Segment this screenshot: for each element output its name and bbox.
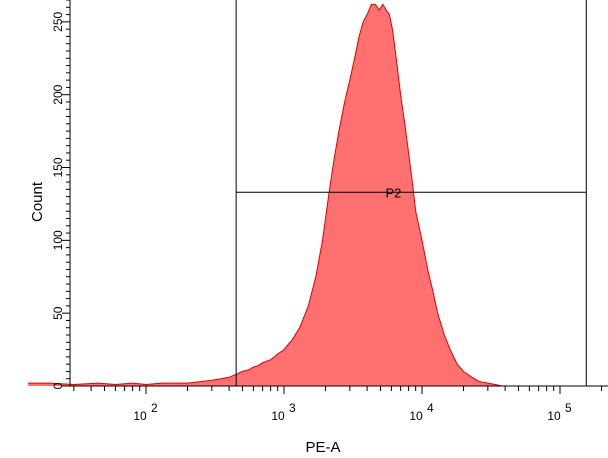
x-tick-label: 10 <box>547 409 561 423</box>
y-axis-title: Count <box>29 181 46 222</box>
gate-label: P2 <box>386 185 402 200</box>
y-tick-label: 100 <box>51 230 65 250</box>
x-tick-label: 10 <box>409 409 423 423</box>
y-tick-label: 50 <box>51 306 65 320</box>
axes: 0 50 100 150 200 250 10 2 10 3 10 4 10 5 <box>51 0 608 423</box>
x-tick-exponent: 3 <box>289 401 296 415</box>
x-tick-exponent: 2 <box>151 401 158 415</box>
plot-area: P2 <box>28 0 587 387</box>
histogram-area <box>28 4 502 387</box>
y-tick-label: 250 <box>51 11 65 31</box>
y-tick-label: 0 <box>51 382 65 389</box>
x-tick-label: 10 <box>271 409 285 423</box>
x-tick-exponent: 4 <box>427 401 434 415</box>
histogram-outline <box>28 3 503 387</box>
x-tick-label: 10 <box>133 409 147 423</box>
y-tick-label: 200 <box>51 84 65 104</box>
x-tick-exponent: 5 <box>565 401 572 415</box>
y-tick-label: 150 <box>51 157 65 177</box>
x-axis-title: PE-A <box>305 439 340 456</box>
